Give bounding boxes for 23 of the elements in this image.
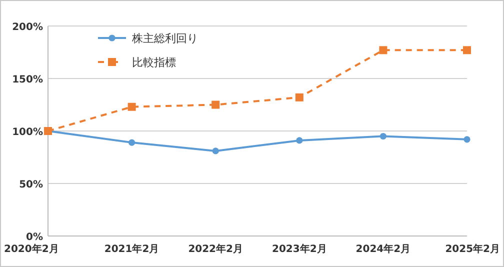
point: [128, 102, 136, 111]
legend-label: 比較指標: [132, 56, 176, 69]
y-tick-label: 0%: [26, 232, 43, 243]
y-tick-label: 100%: [12, 127, 43, 138]
y-tick-label: 200%: [12, 22, 43, 33]
x-tick-label: 2025年2月: [445, 243, 500, 255]
x-tick-label: 2023年2月: [272, 243, 327, 255]
legend-label: 株主総利回り: [131, 32, 198, 45]
point: [212, 100, 220, 109]
point: [379, 46, 388, 54]
point: [463, 46, 471, 54]
point: [128, 139, 136, 146]
x-tick-label: 2024年2月: [356, 243, 411, 255]
point: [212, 148, 219, 154]
point: [380, 132, 386, 140]
point: [296, 137, 303, 144]
x-tick-label: 2020年2月: [4, 243, 59, 255]
point: [464, 136, 470, 143]
point: [295, 93, 304, 102]
x-tick-label: 2021年2月: [104, 243, 160, 255]
y-tick-label: 150%: [12, 74, 43, 86]
x-tick-label: 2022年2月: [188, 243, 243, 255]
y-tick-label: 50%: [19, 180, 43, 190]
